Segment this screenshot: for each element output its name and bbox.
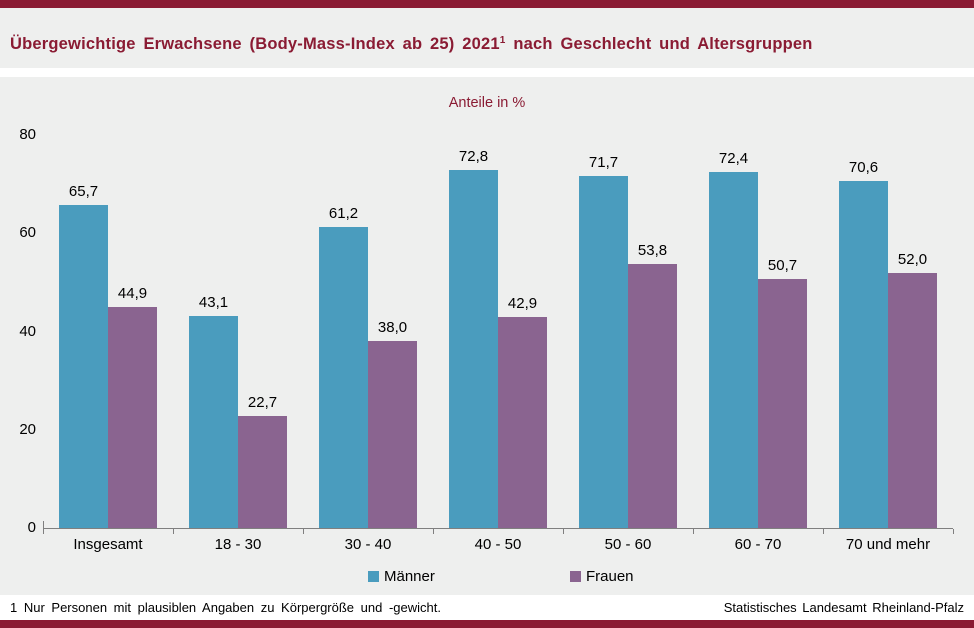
legend-swatch-icon [570, 571, 581, 582]
bar-frauen [108, 307, 157, 528]
bar-maenner [839, 181, 888, 528]
x-axis-category-label: 60 - 70 [734, 536, 782, 553]
y-axis-tick-label: 60 [19, 224, 36, 242]
footer-band: 1 Nur Personen mit plausiblen Angaben zu… [0, 595, 974, 620]
bar-maenner [449, 170, 498, 528]
y-axis-tick-label: 0 [27, 519, 36, 536]
legend-item-frauen: Frauen [570, 568, 634, 585]
page-title-text: Übergewichtige Erwachsene (Body-Mass-Ind… [10, 35, 500, 53]
legend-label: Frauen [586, 568, 634, 585]
bar-value-label: 44,9 [117, 285, 148, 303]
bar-value-label: 65,7 [68, 183, 99, 201]
bar-maenner [709, 172, 758, 528]
legend-swatch-icon [368, 571, 379, 582]
bar-frauen [498, 317, 547, 528]
bar-value-label: 43,1 [198, 294, 229, 312]
y-axis-stub [43, 521, 44, 528]
y-axis-tick-label: 40 [19, 322, 36, 340]
bar-frauen [888, 272, 937, 528]
x-axis-category-label: 30 - 40 [344, 536, 392, 553]
x-axis-category-label: 18 - 30 [214, 536, 262, 553]
bar-maenner [189, 316, 238, 528]
chart-subtitle: Anteile in % [448, 95, 526, 111]
bar-value-label: 38,0 [377, 319, 408, 337]
x-axis-tick [303, 529, 304, 534]
x-axis-category-label: Insgesamt [73, 536, 143, 553]
title-band: Übergewichtige Erwachsene (Body-Mass-Ind… [0, 8, 974, 68]
x-axis-tick [693, 529, 694, 534]
x-axis-category-label: 50 - 60 [604, 536, 652, 553]
x-axis-tick [563, 529, 564, 534]
bar-value-label: 61,2 [328, 205, 359, 223]
x-axis-tick [953, 529, 954, 534]
page-title-tail: nach Geschlecht und Altersgruppen [505, 35, 813, 53]
bar-value-label: 42,9 [507, 295, 538, 313]
bar-maenner [59, 205, 108, 528]
bar-value-label: 70,6 [848, 159, 879, 177]
y-axis-tick-label: 80 [19, 126, 36, 143]
footnote-marker: 1 [499, 35, 506, 46]
footnote-text: 1 Nur Personen mit plausiblen Angaben zu… [10, 600, 441, 615]
bar-frauen [758, 278, 807, 528]
bar-value-label: 72,4 [718, 150, 749, 168]
bar-value-label: 52,0 [897, 250, 928, 268]
legend-label: Männer [384, 568, 435, 585]
page-title: Übergewichtige Erwachsene (Body-Mass-Ind… [10, 35, 964, 54]
top-accent-bar [0, 0, 974, 8]
x-axis-tick [823, 529, 824, 534]
y-axis-tick-label: 20 [19, 420, 36, 438]
bar-value-label: 53,8 [637, 241, 668, 259]
bar-value-label: 72,8 [458, 148, 489, 166]
bar-value-label: 50,7 [767, 256, 798, 274]
chart-area: Anteile in % 0 20 40 60 80 65,7 44,9 Insgesamt 4… [0, 77, 974, 595]
legend-item-maenner: Männer [368, 568, 435, 585]
bar-frauen [628, 263, 677, 528]
bar-value-label: 71,7 [588, 153, 619, 171]
bar-frauen [238, 416, 287, 528]
bottom-accent-bar [0, 620, 974, 628]
x-axis-tick [43, 529, 44, 534]
bar-maenner [319, 227, 368, 528]
bar-value-label: 22,7 [247, 394, 278, 412]
x-axis-tick [173, 529, 174, 534]
x-axis-tick [433, 529, 434, 534]
x-axis-line [43, 528, 953, 529]
x-axis-category-label: 40 - 50 [474, 536, 522, 553]
bar-maenner [579, 175, 628, 528]
bar-frauen [368, 341, 417, 528]
source-text: Statistisches Landesamt Rheinland-Pfalz [723, 600, 964, 615]
x-axis-category-label: 70 und mehr [845, 536, 931, 553]
